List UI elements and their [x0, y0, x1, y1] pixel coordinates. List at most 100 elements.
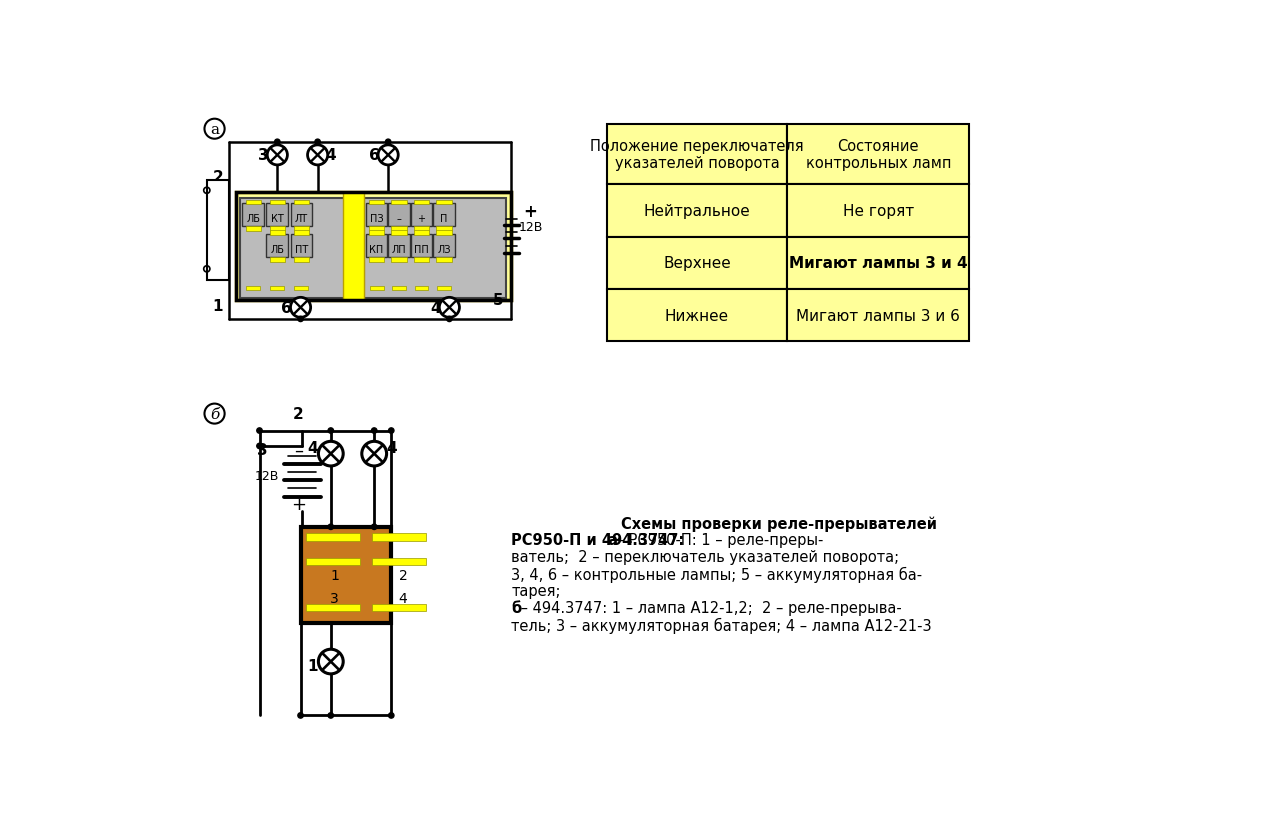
FancyBboxPatch shape [267, 235, 288, 258]
FancyBboxPatch shape [370, 287, 384, 291]
FancyBboxPatch shape [368, 231, 385, 236]
Text: +: + [418, 214, 425, 224]
Text: ПП: ПП [414, 244, 429, 254]
Text: Мигают лампы 3 и 6: Мигают лампы 3 и 6 [796, 308, 960, 324]
FancyBboxPatch shape [246, 287, 260, 291]
FancyBboxPatch shape [607, 289, 787, 342]
FancyBboxPatch shape [787, 289, 969, 342]
FancyBboxPatch shape [414, 201, 429, 205]
FancyBboxPatch shape [293, 227, 309, 232]
Text: тарея;: тарея; [512, 584, 561, 599]
FancyBboxPatch shape [414, 287, 428, 291]
Text: тель; 3 – аккумуляторная батарея; 4 – лампа А12-21-3: тель; 3 – аккумуляторная батарея; 4 – ла… [512, 617, 932, 633]
FancyBboxPatch shape [410, 235, 432, 258]
Circle shape [319, 441, 343, 466]
Text: +: + [523, 203, 537, 221]
Text: 3: 3 [258, 147, 269, 162]
FancyBboxPatch shape [269, 231, 284, 236]
Text: 12В: 12В [255, 469, 279, 482]
FancyBboxPatch shape [243, 204, 264, 227]
FancyBboxPatch shape [267, 204, 288, 227]
Text: ватель;  2 – переключатель указателей поворота;: ватель; 2 – переключатель указателей пов… [512, 549, 899, 564]
FancyBboxPatch shape [245, 227, 262, 232]
Circle shape [328, 428, 334, 434]
Text: Положение переключателя
указателей поворота: Положение переключателя указателей повор… [591, 139, 804, 171]
FancyBboxPatch shape [389, 235, 410, 258]
Text: КП: КП [370, 244, 384, 254]
Circle shape [257, 444, 262, 449]
FancyBboxPatch shape [372, 604, 427, 612]
FancyBboxPatch shape [787, 185, 969, 237]
Text: 4: 4 [399, 592, 408, 605]
Text: 6: 6 [368, 147, 380, 162]
Text: 4: 4 [325, 147, 337, 162]
Text: 1: 1 [212, 299, 224, 314]
FancyBboxPatch shape [436, 201, 452, 205]
Text: ЛБ: ЛБ [271, 244, 284, 254]
FancyBboxPatch shape [391, 231, 406, 236]
FancyBboxPatch shape [366, 204, 387, 227]
Text: 2: 2 [293, 406, 304, 421]
Circle shape [298, 713, 304, 718]
FancyBboxPatch shape [364, 199, 505, 298]
Text: П: П [441, 214, 447, 224]
FancyBboxPatch shape [436, 227, 452, 232]
Text: ЛП: ЛП [391, 244, 406, 254]
Text: ЛБ: ЛБ [246, 214, 260, 224]
Text: 3: 3 [257, 443, 267, 458]
Text: 4: 4 [431, 300, 441, 315]
FancyBboxPatch shape [366, 235, 387, 258]
Text: РС950-П и 494.3747:: РС950-П и 494.3747: [512, 533, 685, 548]
FancyBboxPatch shape [293, 231, 309, 236]
FancyBboxPatch shape [391, 201, 406, 205]
FancyBboxPatch shape [306, 558, 361, 566]
FancyBboxPatch shape [245, 201, 262, 205]
FancyBboxPatch shape [433, 235, 455, 258]
Text: Нижнее: Нижнее [665, 308, 729, 324]
FancyBboxPatch shape [787, 125, 969, 185]
FancyBboxPatch shape [436, 258, 452, 263]
FancyBboxPatch shape [607, 125, 787, 185]
Text: – 494.3747: 1 – лампа А12-1,2;  2 – реле-прерыва-: – 494.3747: 1 – лампа А12-1,2; 2 – реле-… [516, 600, 902, 615]
Circle shape [378, 145, 399, 166]
Text: Схемы проверки реле-прерывателей: Схемы проверки реле-прерывателей [621, 516, 937, 531]
Text: ПТ: ПТ [295, 244, 309, 254]
FancyBboxPatch shape [293, 201, 309, 205]
FancyBboxPatch shape [437, 287, 451, 291]
FancyBboxPatch shape [410, 204, 432, 227]
Circle shape [372, 524, 377, 530]
Text: КТ: КТ [271, 214, 283, 224]
Circle shape [389, 713, 394, 718]
Text: б: б [512, 600, 522, 615]
FancyBboxPatch shape [368, 201, 385, 205]
FancyBboxPatch shape [391, 227, 406, 232]
FancyBboxPatch shape [414, 231, 429, 236]
FancyBboxPatch shape [389, 204, 410, 227]
FancyBboxPatch shape [236, 192, 512, 300]
FancyBboxPatch shape [291, 204, 312, 227]
Text: Мигают лампы 3 и 4: Мигают лампы 3 и 4 [789, 256, 968, 271]
FancyBboxPatch shape [207, 181, 229, 281]
FancyBboxPatch shape [391, 258, 406, 263]
FancyBboxPatch shape [291, 235, 312, 258]
FancyBboxPatch shape [306, 533, 361, 541]
Text: Нейтральное: Нейтральное [644, 204, 751, 218]
Circle shape [291, 298, 311, 318]
Text: Верхнее: Верхнее [663, 256, 730, 271]
Text: б: б [210, 407, 220, 421]
Text: 4: 4 [386, 441, 396, 456]
FancyBboxPatch shape [433, 204, 455, 227]
Text: +: + [291, 495, 306, 513]
FancyBboxPatch shape [240, 199, 344, 298]
Text: 6: 6 [281, 300, 292, 315]
Circle shape [328, 713, 334, 718]
FancyBboxPatch shape [295, 287, 309, 291]
FancyBboxPatch shape [372, 533, 427, 541]
Text: 5: 5 [493, 293, 503, 308]
Text: 3, 4, 6 – контрольные лампы; 5 – аккумуляторная ба-: 3, 4, 6 – контрольные лампы; 5 – аккумул… [512, 566, 922, 582]
Text: Состояние
контрольных ламп: Состояние контрольных ламп [805, 139, 951, 171]
Text: ПЗ: ПЗ [370, 214, 384, 224]
Text: ЛТ: ЛТ [295, 214, 307, 224]
Circle shape [307, 145, 328, 166]
Text: 3: 3 [330, 592, 339, 605]
